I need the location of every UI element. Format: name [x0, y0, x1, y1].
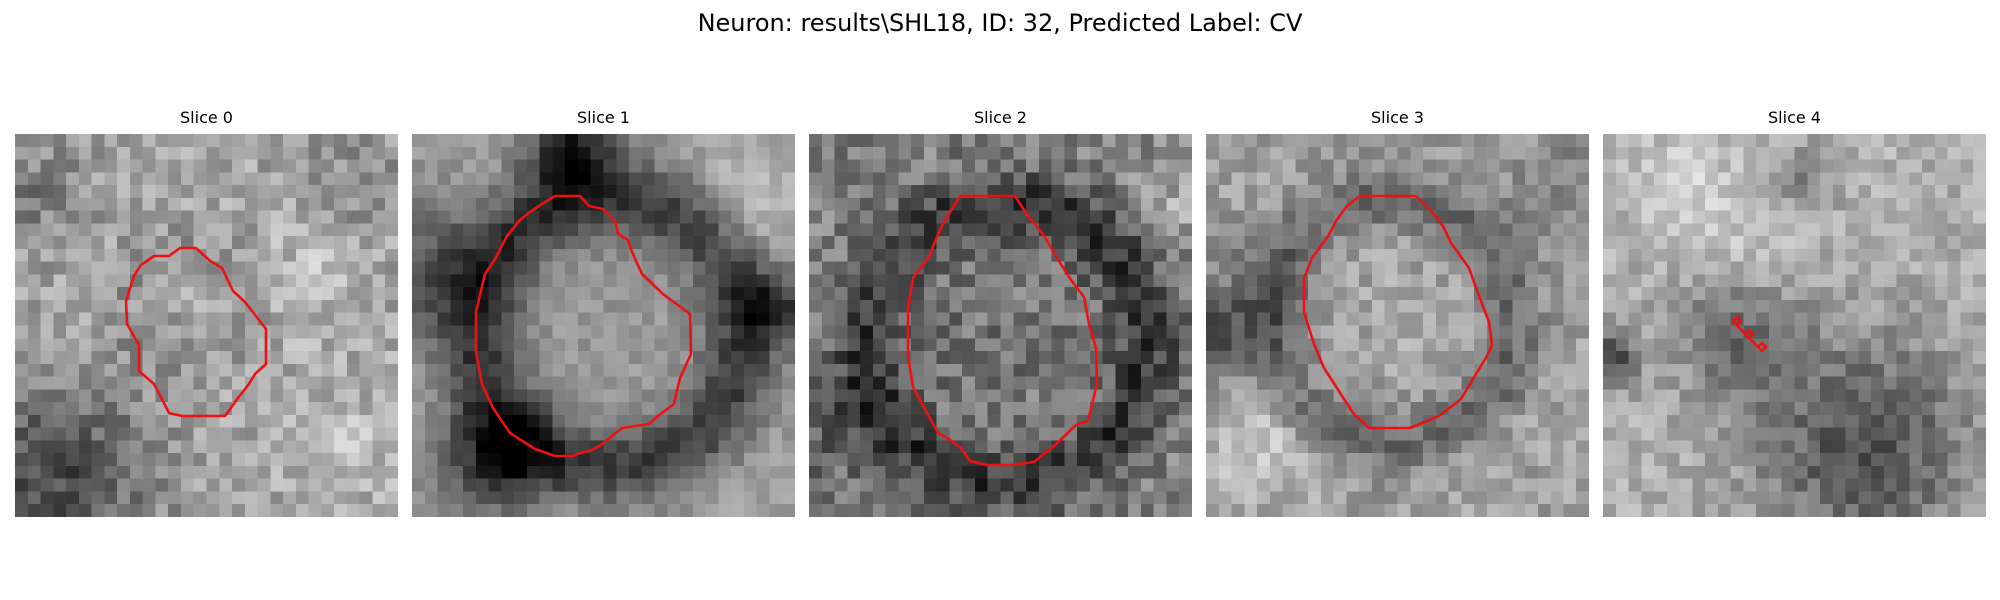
contour-overlay-slice-4 — [1731, 315, 1768, 353]
slice-panel-2 — [809, 134, 1192, 517]
contour-slice-0 — [124, 246, 268, 418]
contour-overlay-slice-3 — [1302, 194, 1494, 430]
contour-overlay-slice-0 — [124, 246, 268, 418]
grayscale-image-slice-4 — [1603, 134, 1986, 517]
slice-panel-4 — [1603, 134, 1986, 517]
grayscale-image-slice-0 — [15, 134, 398, 517]
panel-title-slice-1: Slice 1 — [577, 108, 630, 127]
contour-slice-4 — [1731, 315, 1768, 353]
contour-slice-3 — [1302, 194, 1494, 430]
figure-title: Neuron: results\SHL18, ID: 32, Predicted… — [697, 9, 1303, 37]
slice-panel-3 — [1206, 134, 1589, 517]
slice-panel-0 — [15, 134, 398, 517]
panel-title-slice-4: Slice 4 — [1768, 108, 1821, 127]
contour-slice-2 — [906, 194, 1099, 467]
slice-panel-1 — [412, 134, 795, 517]
contour-overlay-slice-1 — [474, 194, 693, 458]
contour-overlay-slice-2 — [906, 194, 1099, 467]
grayscale-image-slice-3 — [1206, 134, 1589, 517]
grayscale-image-slice-2 — [809, 134, 1192, 517]
panel-title-slice-2: Slice 2 — [974, 108, 1027, 127]
contour-slice-1 — [474, 194, 693, 458]
panel-title-slice-3: Slice 3 — [1371, 108, 1424, 127]
panel-title-slice-0: Slice 0 — [180, 108, 233, 127]
